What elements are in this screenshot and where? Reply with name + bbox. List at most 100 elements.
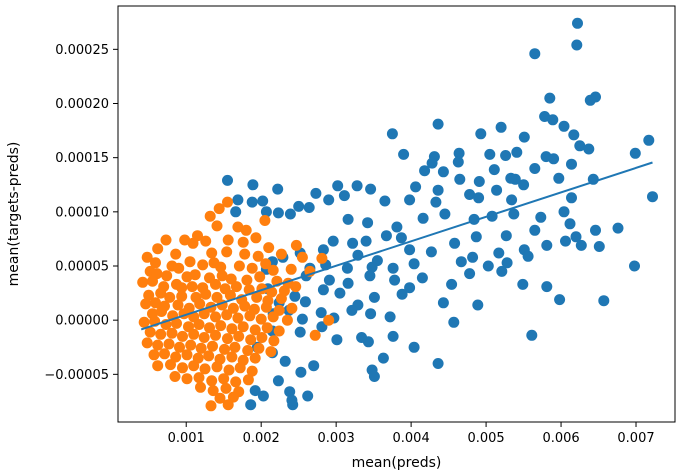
data-point	[211, 220, 223, 232]
data-point	[484, 148, 496, 160]
data-point	[317, 244, 329, 256]
data-point	[566, 192, 577, 204]
data-point	[366, 261, 378, 273]
data-point	[342, 277, 354, 289]
data-point	[323, 314, 335, 326]
data-point	[464, 268, 476, 280]
data-point	[583, 143, 595, 155]
data-point	[368, 371, 380, 382]
data-point	[472, 299, 484, 311]
data-point	[432, 184, 444, 196]
data-point	[564, 218, 576, 230]
data-point	[164, 291, 176, 303]
data-point	[380, 230, 392, 242]
data-point	[213, 203, 225, 215]
data-point	[365, 183, 377, 195]
data-point	[351, 180, 363, 192]
data-point	[473, 192, 485, 204]
data-point	[260, 206, 272, 218]
data-point	[643, 134, 655, 146]
data-point	[391, 221, 403, 233]
data-point	[203, 350, 215, 362]
y-tick-label: 0.00015	[55, 151, 109, 166]
data-point	[229, 341, 241, 353]
data-point	[239, 300, 251, 312]
data-point	[347, 237, 359, 249]
data-point	[272, 207, 284, 219]
data-point	[544, 92, 556, 104]
data-point	[284, 386, 296, 398]
data-point	[464, 189, 476, 200]
data-point	[416, 272, 428, 284]
data-point	[302, 390, 314, 402]
data-point	[266, 286, 278, 298]
data-point	[553, 172, 565, 184]
data-point	[425, 246, 437, 258]
data-point	[143, 289, 155, 301]
data-point	[265, 346, 277, 358]
data-point	[452, 156, 464, 168]
data-point	[547, 114, 559, 126]
data-point	[327, 235, 339, 247]
data-point	[647, 191, 658, 203]
data-point	[467, 251, 479, 263]
data-point	[138, 316, 150, 328]
data-point	[268, 335, 280, 347]
data-point	[252, 250, 264, 262]
data-point	[249, 385, 261, 397]
data-point	[281, 314, 293, 326]
data-point	[223, 364, 235, 376]
data-point	[194, 298, 206, 310]
data-point	[529, 163, 541, 174]
data-point	[211, 361, 223, 373]
data-point	[299, 296, 311, 308]
data-points	[137, 17, 658, 412]
data-point	[495, 121, 507, 133]
data-point	[257, 195, 269, 207]
data-point	[233, 260, 245, 272]
data-point	[250, 232, 262, 244]
data-point	[289, 290, 301, 302]
data-point	[273, 325, 285, 337]
data-point	[439, 208, 451, 220]
data-point	[384, 311, 396, 323]
data-point	[249, 352, 261, 364]
data-point	[286, 302, 298, 314]
data-point	[500, 150, 512, 161]
data-point	[204, 210, 216, 222]
data-point	[558, 120, 570, 132]
data-point	[386, 128, 398, 140]
data-point	[170, 248, 182, 260]
data-point	[395, 232, 407, 244]
data-point	[150, 257, 161, 269]
y-axis-ticks: −0.00005 0.00000 0.00005 0.00010 0.00015 0.00…	[44, 43, 118, 383]
data-point	[488, 164, 500, 176]
data-point	[293, 200, 305, 212]
data-point	[454, 173, 466, 185]
data-point	[491, 184, 503, 196]
data-point	[404, 194, 416, 206]
data-point	[176, 282, 188, 294]
data-point	[408, 258, 420, 270]
data-point	[166, 327, 178, 339]
data-point	[207, 340, 218, 352]
data-point	[176, 290, 188, 302]
data-point	[505, 172, 517, 184]
data-point	[432, 118, 444, 130]
data-point	[188, 360, 200, 372]
data-point	[404, 282, 416, 294]
data-point	[174, 341, 185, 353]
y-tick-label: 0.00010	[55, 205, 109, 220]
data-point	[426, 157, 438, 169]
data-point	[232, 194, 244, 206]
fit-line	[140, 161, 653, 331]
data-point	[279, 355, 291, 367]
data-point	[193, 372, 205, 384]
x-tick-label: 0.003	[318, 431, 355, 446]
data-point	[242, 345, 254, 356]
data-point	[177, 330, 188, 342]
data-point	[215, 261, 227, 273]
data-point	[295, 366, 307, 378]
data-point	[315, 307, 327, 319]
